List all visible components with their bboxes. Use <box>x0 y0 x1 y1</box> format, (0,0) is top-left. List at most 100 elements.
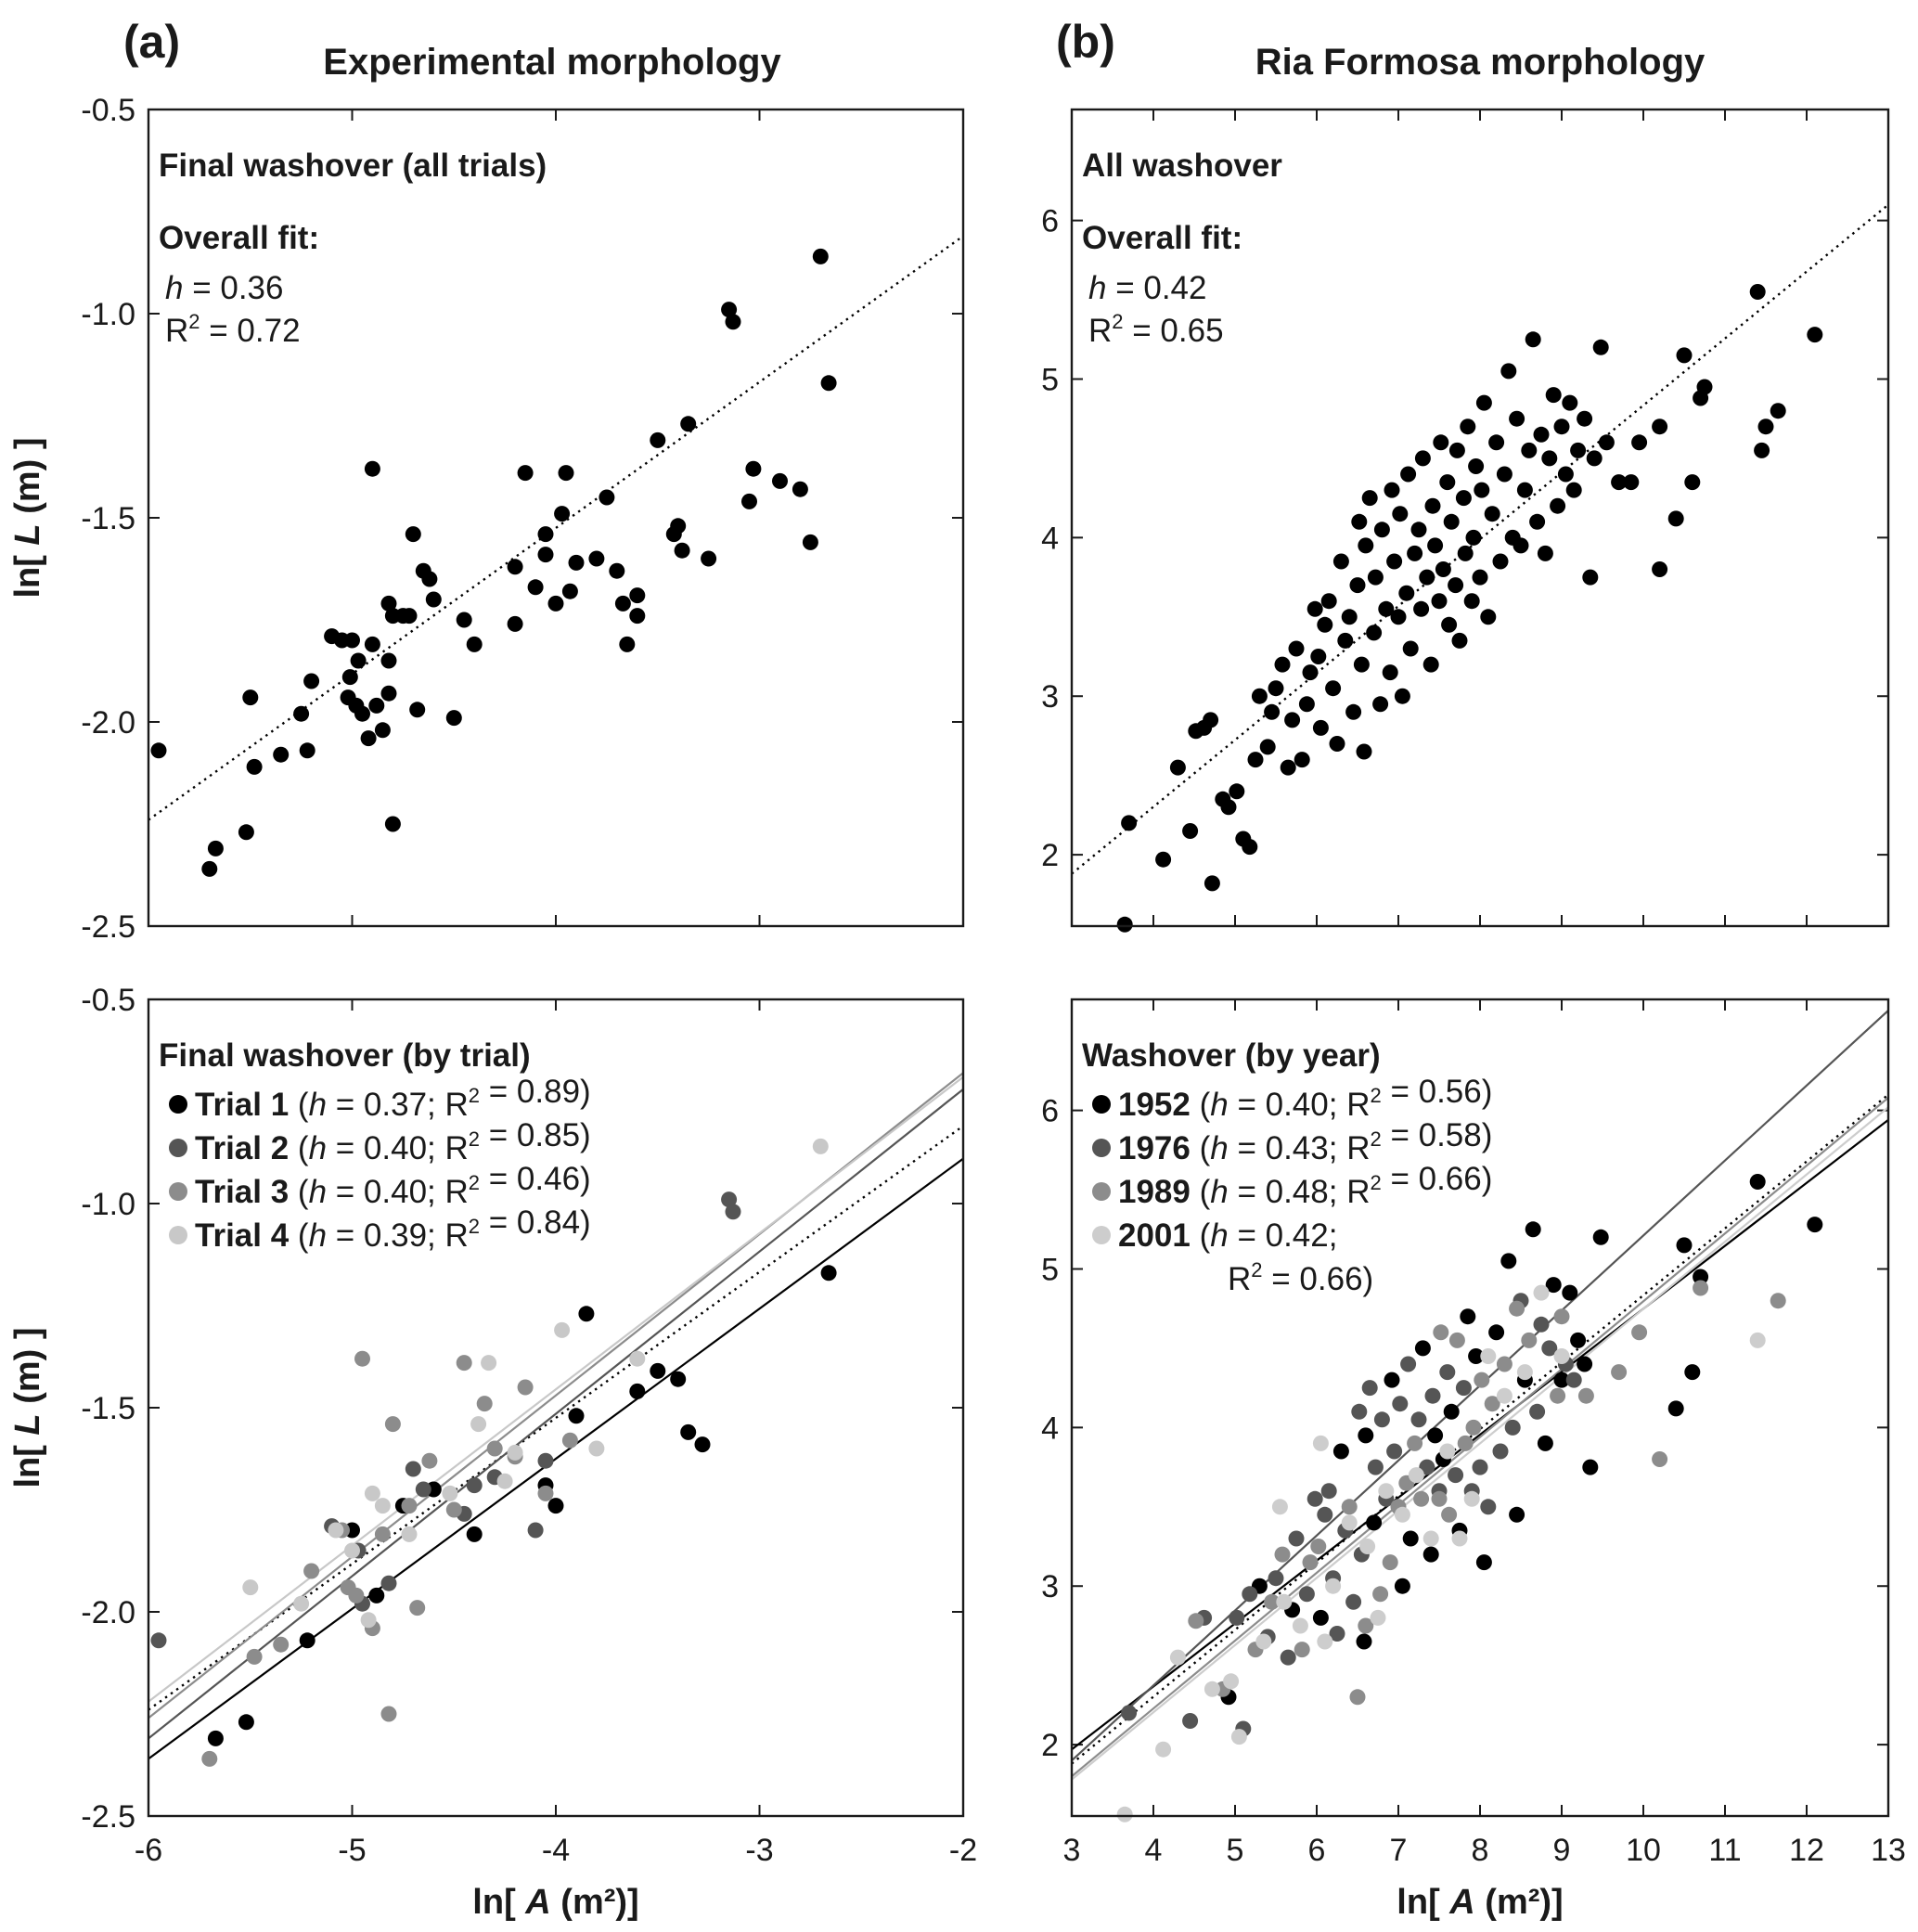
data-point <box>670 518 687 535</box>
data-point <box>242 1579 259 1596</box>
data-point <box>1439 1364 1456 1381</box>
panel-title: Washover (by year) <box>1082 1037 1381 1074</box>
data-point <box>1443 1403 1460 1420</box>
data-point <box>1204 875 1220 892</box>
data-point <box>1402 640 1419 657</box>
data-point <box>1384 1372 1400 1388</box>
data-point <box>1294 752 1310 768</box>
y-tick-label: -1.5 <box>81 501 135 536</box>
data-point <box>1474 1372 1490 1388</box>
y-tick-label: -1.0 <box>81 297 135 332</box>
data-point <box>1468 1348 1485 1364</box>
fit-line <box>148 1088 963 1740</box>
data-point <box>1448 442 1465 458</box>
data-point <box>405 526 421 543</box>
data-point <box>741 493 757 509</box>
data-point <box>1264 703 1281 720</box>
data-point <box>1586 450 1603 467</box>
data-point <box>588 1440 605 1457</box>
data-point <box>242 689 259 706</box>
data-point <box>1457 545 1474 561</box>
data-point <box>456 612 472 628</box>
data-point <box>1592 1229 1609 1245</box>
series-all-trials <box>150 248 837 877</box>
data-point <box>1366 1514 1383 1531</box>
data-point <box>1582 569 1599 586</box>
data-point <box>1570 1332 1587 1348</box>
data-point <box>1448 577 1464 594</box>
data-point <box>578 1306 595 1322</box>
data-point <box>1565 482 1582 498</box>
data-point <box>1255 1633 1272 1650</box>
data-point <box>1424 497 1441 514</box>
data-point <box>1392 506 1409 522</box>
data-point <box>150 742 167 759</box>
data-point <box>547 1498 564 1514</box>
data-point <box>1229 783 1245 800</box>
data-point <box>1488 434 1505 451</box>
data-point <box>527 579 544 596</box>
data-point <box>1577 1387 1594 1404</box>
data-point <box>561 1432 578 1449</box>
data-point <box>1247 752 1264 768</box>
y-tick-label: 3 <box>1041 679 1059 715</box>
data-point <box>1169 1649 1186 1666</box>
data-point <box>481 1355 497 1372</box>
chart-panel-b-top: 2 3 4 5 6 All washover Overall fit: h = 0.42 R2 … <box>1041 108 1890 933</box>
data-point <box>1182 823 1199 839</box>
data-point <box>1533 1316 1550 1333</box>
data-point <box>1317 1506 1333 1523</box>
y-tick-label: 2 <box>1041 1728 1059 1763</box>
data-point <box>694 1436 711 1453</box>
data-point <box>1414 450 1431 467</box>
data-point <box>1204 1681 1220 1697</box>
data-point <box>1439 1443 1456 1460</box>
data-point <box>1203 712 1219 728</box>
data-point <box>1341 609 1358 625</box>
data-point <box>1475 394 1492 411</box>
data-point <box>1541 450 1558 467</box>
data-point <box>1356 1633 1372 1650</box>
data-point <box>1484 1396 1500 1412</box>
data-point <box>1419 569 1435 586</box>
data-point <box>1413 1490 1430 1507</box>
x-tick-label: 8 <box>1472 1833 1489 1868</box>
data-point <box>1320 1483 1337 1500</box>
data-point <box>1312 1435 1329 1451</box>
data-point <box>1310 1539 1327 1554</box>
data-point <box>207 1730 224 1746</box>
data-point <box>1242 1586 1258 1603</box>
data-point <box>1341 1514 1358 1531</box>
data-point <box>360 1612 377 1629</box>
data-point <box>1414 1340 1431 1357</box>
data-point <box>1392 1396 1409 1412</box>
data-point <box>725 314 741 330</box>
series-all-washover <box>1116 284 1823 933</box>
data-point <box>1407 1435 1423 1451</box>
data-point <box>1367 1459 1384 1475</box>
y-tick-label: 3 <box>1041 1569 1059 1604</box>
data-point <box>614 595 631 612</box>
data-point <box>201 860 218 877</box>
fit-line <box>1072 1118 1888 1751</box>
data-point <box>1433 1324 1449 1341</box>
data-point <box>629 608 646 625</box>
data-point <box>1378 1483 1395 1500</box>
fit-line <box>1072 203 1888 875</box>
data-point <box>1757 419 1774 435</box>
legend-marker <box>1092 1095 1111 1114</box>
series-trial-2 <box>150 1191 741 1649</box>
column-title-a: Experimental morphology <box>323 42 781 83</box>
data-point <box>1525 331 1541 348</box>
y-tick-label: 5 <box>1041 362 1059 397</box>
panel-title: Final washover (all trials) <box>159 148 547 184</box>
data-point <box>1312 1609 1329 1626</box>
data-point <box>1264 1593 1281 1610</box>
data-point <box>348 1587 365 1604</box>
data-point <box>1332 553 1349 570</box>
data-point <box>1372 1586 1389 1603</box>
data-point <box>1329 1626 1345 1642</box>
x-tick-label: 5 <box>1227 1833 1244 1868</box>
y-tick-label: 6 <box>1041 1094 1059 1129</box>
